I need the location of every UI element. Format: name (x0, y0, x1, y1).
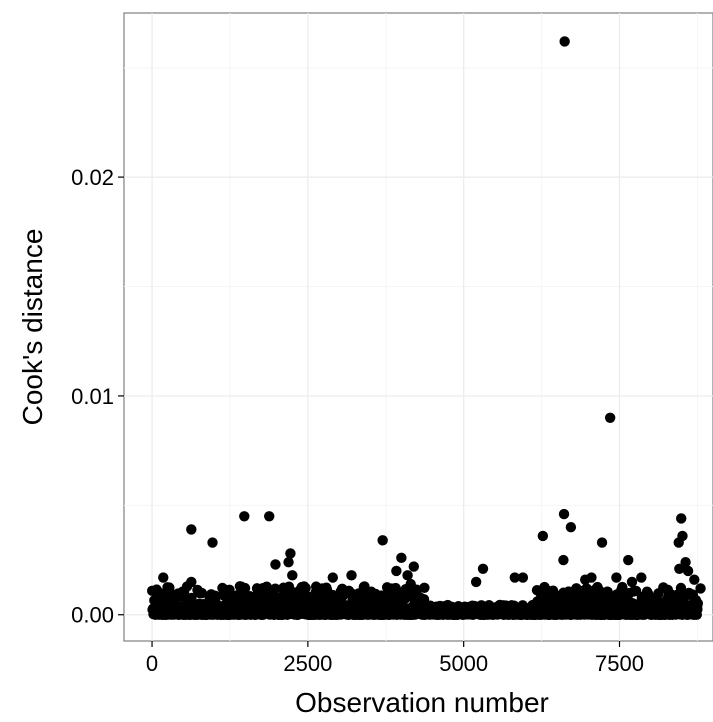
data-point (327, 572, 338, 583)
data-point (673, 537, 684, 548)
data-point (470, 576, 482, 588)
data-point (391, 565, 402, 577)
data-point (674, 563, 685, 574)
data-point (596, 537, 608, 548)
data-point (158, 572, 169, 583)
data-point (270, 583, 281, 594)
x-tick-label: 5000 (439, 651, 488, 676)
data-point (689, 574, 700, 585)
plot-panel (123, 12, 713, 642)
data-point (408, 561, 420, 572)
data-point (509, 572, 520, 583)
data-point (611, 572, 622, 583)
data-point (186, 524, 197, 535)
grid-lines (124, 13, 713, 641)
data-point (210, 590, 221, 602)
data-point (287, 570, 298, 581)
data-point (300, 582, 311, 594)
data-point (207, 537, 218, 548)
x-tick-label: 0 (146, 651, 158, 676)
data-point (676, 513, 687, 524)
data-point (264, 511, 275, 522)
data-point (604, 412, 616, 424)
data-point (419, 582, 430, 594)
data-point (586, 572, 597, 583)
data-point (346, 570, 357, 581)
data-point (234, 581, 246, 592)
data-point (680, 557, 691, 568)
data-point (396, 552, 407, 564)
data-point (559, 36, 570, 47)
data-points (147, 36, 706, 620)
data-point (186, 576, 197, 588)
data-point (434, 600, 446, 612)
data-point (565, 522, 577, 533)
data-point (283, 557, 294, 568)
x-tick-label: 2500 (283, 651, 332, 676)
y-tick-label: 0.01 (71, 384, 114, 409)
data-point (377, 535, 388, 546)
data-point (630, 585, 642, 597)
data-point (636, 572, 647, 583)
data-point (537, 530, 549, 542)
x-tick-label: 7500 (595, 651, 644, 676)
data-point (285, 548, 296, 559)
axes: 0 2500 5000 7500 0.00 0.01 0.02 (71, 165, 644, 676)
y-tick-label: 0.00 (71, 603, 114, 628)
y-tick-label: 0.02 (71, 165, 114, 190)
y-axis-title: Cook's distance (17, 229, 48, 426)
data-point (270, 559, 281, 570)
data-point (405, 578, 416, 590)
data-point (626, 576, 638, 588)
data-point (239, 511, 250, 522)
data-point (623, 554, 634, 566)
data-point (682, 565, 694, 577)
data-point (196, 587, 208, 599)
data-point (517, 572, 529, 583)
data-point (477, 563, 489, 574)
x-axis-title: Observation number (295, 687, 549, 718)
data-point (558, 508, 570, 520)
data-point (695, 583, 706, 594)
data-point (692, 598, 704, 609)
data-point (558, 554, 569, 566)
data-point (402, 570, 413, 581)
